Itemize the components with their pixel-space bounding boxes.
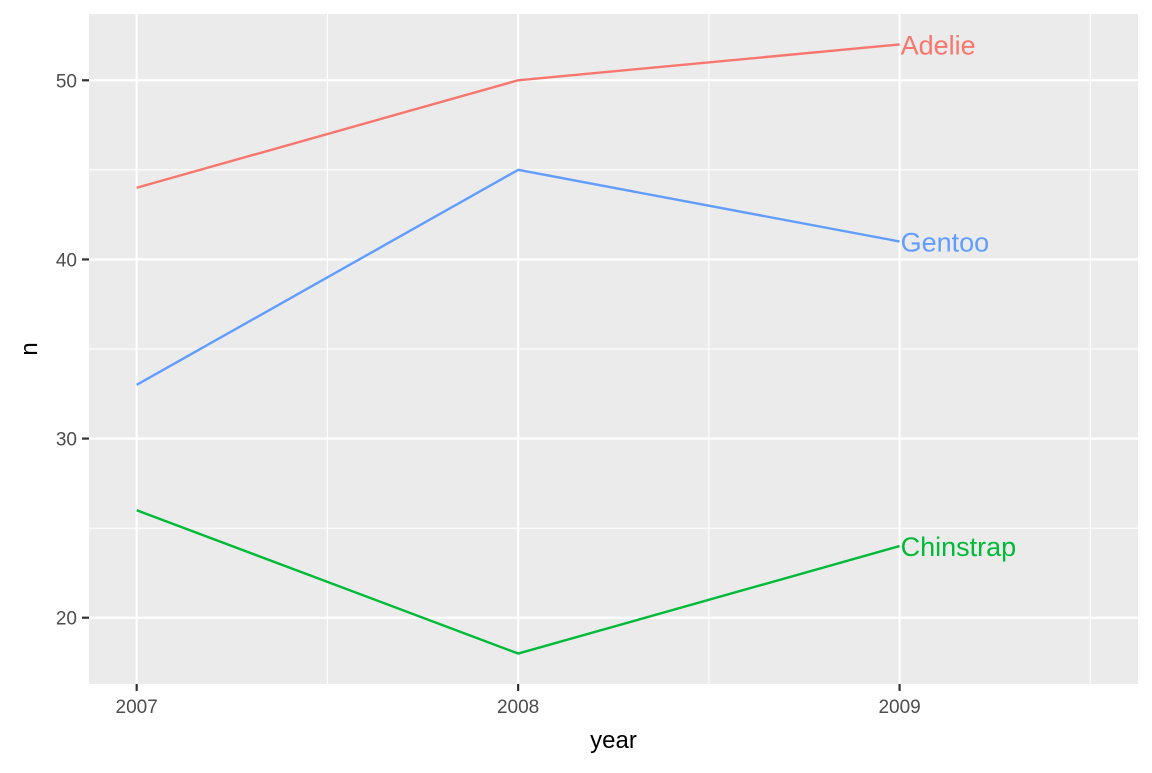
y-axis-title: n	[16, 342, 43, 355]
y-tick-labels: 20 30 40 50	[56, 71, 77, 629]
series-line-adelie	[136, 43, 900, 189]
x-tick-labels: 2007 2008 2009	[116, 697, 921, 718]
series-label-gentoo: Gentoo	[901, 228, 990, 258]
x-tick-label: 2007	[116, 697, 158, 718]
series-lines	[136, 43, 900, 655]
x-axis-title: year	[590, 727, 637, 754]
x-tick-label: 2009	[878, 697, 920, 718]
y-tick-label: 40	[56, 250, 77, 271]
y-tick-label: 20	[56, 609, 77, 630]
minor-gridlines	[89, 14, 1138, 684]
y-tick-label: 50	[56, 71, 77, 92]
series-line-gentoo	[136, 168, 900, 386]
y-tick-label: 30	[56, 430, 77, 451]
major-gridlines	[89, 14, 1138, 684]
x-tick-label: 2008	[497, 697, 539, 718]
axis-ticks	[82, 79, 901, 691]
series-label-adelie: Adelie	[901, 30, 976, 60]
series-line-chinstrap	[136, 509, 900, 655]
series-labels: Adelie Gentoo Chinstrap	[901, 30, 1017, 562]
series-label-chinstrap: Chinstrap	[901, 532, 1017, 562]
